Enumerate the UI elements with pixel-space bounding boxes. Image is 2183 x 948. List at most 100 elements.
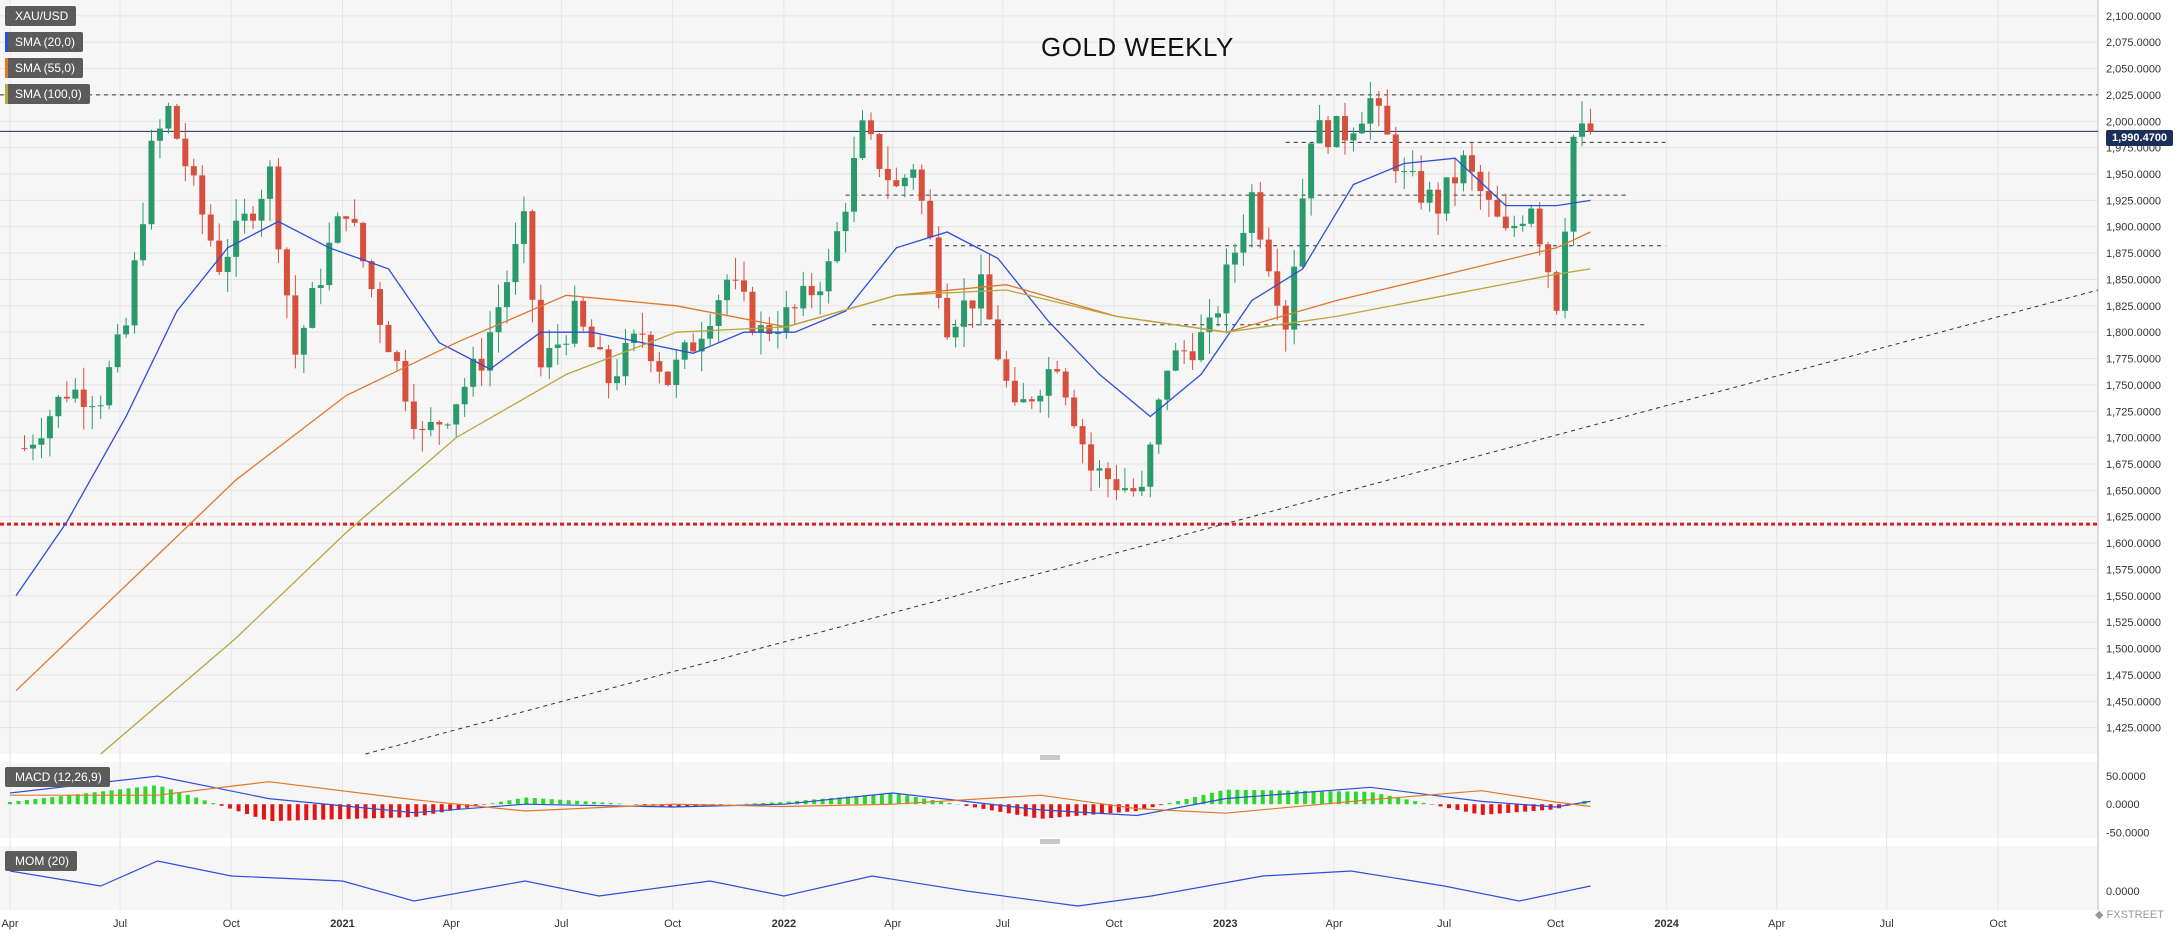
candle-body xyxy=(1156,400,1162,445)
mom-y-tick-label: 0.0000 xyxy=(2106,886,2140,898)
macd-histogram-bar xyxy=(1472,804,1476,813)
candle-body xyxy=(81,390,87,407)
candle-body xyxy=(1325,120,1331,147)
legend-symbol[interactable]: XAU/USD xyxy=(5,6,76,26)
candle-body xyxy=(893,180,899,186)
candle-body xyxy=(1215,313,1221,317)
macd-histogram-bar xyxy=(1328,791,1332,804)
macd-histogram-bar xyxy=(42,798,46,804)
candle-body xyxy=(453,404,459,424)
macd-histogram-bar xyxy=(1422,803,1426,804)
macd-histogram-bar xyxy=(296,804,300,820)
candle-body xyxy=(555,344,561,347)
candle-body xyxy=(1139,487,1145,492)
candle-body xyxy=(944,298,950,337)
candle-body xyxy=(800,286,806,308)
x-tick-label: Jul xyxy=(113,918,127,930)
legend-sma-55[interactable]: SMA (55,0) xyxy=(5,58,83,78)
y-tick-label: 1,875.0000 xyxy=(2106,248,2161,260)
macd-histogram-bar xyxy=(110,790,114,804)
y-tick-label: 1,950.0000 xyxy=(2106,169,2161,181)
candle-body xyxy=(707,326,713,339)
pane-resize-handle-1[interactable] xyxy=(1040,755,1060,760)
legend-symbol-label: XAU/USD xyxy=(15,9,68,23)
candle-body xyxy=(132,260,138,325)
candle-body xyxy=(1300,198,1306,266)
y-tick-label: 1,850.0000 xyxy=(2106,274,2161,286)
candle-body xyxy=(233,221,239,257)
legend-macd[interactable]: MACD (12,26,9) xyxy=(5,767,110,787)
macd-histogram-bar xyxy=(871,795,875,805)
candle-body xyxy=(1494,200,1500,217)
candle-body xyxy=(936,237,942,297)
candle-body xyxy=(394,352,400,361)
candle-body xyxy=(1240,233,1246,253)
candle-body xyxy=(910,170,916,178)
candle-body xyxy=(496,307,502,332)
y-tick-label: 1,625.0000 xyxy=(2106,512,2161,524)
candle-body xyxy=(1334,116,1340,147)
candle-body xyxy=(1283,306,1289,330)
legend-mom[interactable]: MOM (20) xyxy=(5,851,77,871)
macd-histogram-bar xyxy=(609,803,613,804)
candle-body xyxy=(589,327,595,348)
macd-histogram-bar xyxy=(1506,804,1510,813)
y-tick-label: 2,100.0000 xyxy=(2106,11,2161,23)
macd-histogram-bar xyxy=(50,797,54,804)
y-tick-label: 1,775.0000 xyxy=(2106,354,2161,366)
macd-histogram-bar xyxy=(25,800,29,804)
macd-histogram-bar xyxy=(1405,799,1409,804)
macd-histogram-bar xyxy=(888,793,892,804)
candle-body xyxy=(352,219,358,223)
candle-body xyxy=(360,223,366,261)
candle-body xyxy=(242,214,248,221)
macd-histogram-bar xyxy=(220,804,224,806)
x-tick-label: Apr xyxy=(443,918,460,930)
macd-histogram-bar xyxy=(1455,804,1459,810)
candle-body xyxy=(157,129,163,141)
macd-histogram-bar xyxy=(1286,791,1290,805)
candle-body xyxy=(1367,98,1373,123)
macd-histogram-bar xyxy=(1066,804,1070,816)
macd-histogram-bar xyxy=(973,804,977,807)
candle-body xyxy=(89,406,95,407)
candle-body xyxy=(208,215,214,241)
y-tick-label: 2,075.0000 xyxy=(2106,37,2161,49)
legend-sma-20[interactable]: SMA (20,0) xyxy=(5,32,83,52)
macd-histogram-bar xyxy=(964,804,968,806)
x-tick-label: Jul xyxy=(1880,918,1894,930)
macd-histogram-bar xyxy=(1015,804,1019,815)
macd-histogram-bar xyxy=(524,798,528,805)
x-tick-label: Oct xyxy=(1547,918,1564,930)
candle-body xyxy=(1147,444,1153,486)
macd-histogram-bar xyxy=(1447,804,1451,808)
candle-body xyxy=(749,292,755,332)
macd-histogram-bar xyxy=(101,791,105,804)
pane-resize-handle-2[interactable] xyxy=(1040,839,1060,844)
candle-body xyxy=(1113,479,1119,490)
candle-body xyxy=(512,244,518,282)
macd-histogram-bar xyxy=(567,800,571,804)
legend-sma-100[interactable]: SMA (100,0) xyxy=(5,84,90,104)
legend-sma-100-label: SMA (100,0) xyxy=(15,87,82,101)
candle-body xyxy=(1452,177,1458,183)
candle-body xyxy=(148,141,154,224)
chart-title: GOLD WEEKLY xyxy=(1041,32,1234,63)
legend-sma-20-label: SMA (20,0) xyxy=(15,35,75,49)
candle-body xyxy=(1232,253,1238,265)
macd-histogram-bar xyxy=(313,804,317,820)
macd-histogram-bar xyxy=(1261,790,1265,804)
macd-histogram-bar xyxy=(372,804,376,818)
candle-body xyxy=(1376,98,1382,106)
candle-body xyxy=(927,201,933,238)
candle-body xyxy=(225,257,231,272)
candle-body xyxy=(1003,359,1009,380)
candle-body xyxy=(22,448,28,449)
macd-histogram-bar xyxy=(253,804,257,817)
macd-histogram-bar xyxy=(237,804,241,811)
candle-body xyxy=(902,178,908,186)
candle-body xyxy=(1063,372,1069,398)
macd-histogram-bar xyxy=(1439,804,1443,806)
legend-macd-label: MACD (12,26,9) xyxy=(15,770,102,784)
legend-sma-55-label: SMA (55,0) xyxy=(15,61,75,75)
